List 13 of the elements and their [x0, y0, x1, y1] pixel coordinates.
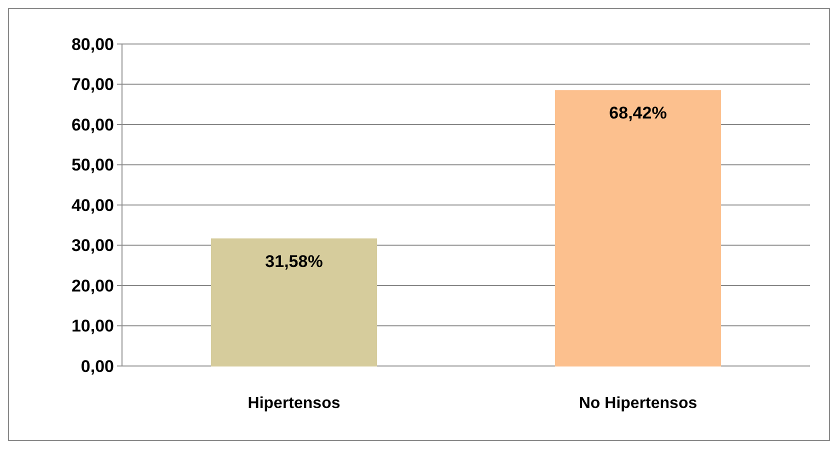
- y-tick-label: 20,00: [71, 276, 114, 296]
- y-tick-label: 70,00: [71, 75, 114, 94]
- y-tick-label: 10,00: [71, 316, 114, 336]
- y-tick-label: 0,00: [80, 356, 114, 376]
- x-tick-label: Hipertensos: [248, 395, 340, 412]
- y-tick-label: 60,00: [71, 115, 114, 134]
- data-label: 68,42%: [609, 104, 667, 123]
- data-label: 31,58%: [265, 252, 323, 271]
- y-tick-label: 30,00: [71, 236, 114, 256]
- y-tick-label: 50,00: [71, 156, 114, 175]
- y-tick-label: 80,00: [71, 34, 114, 54]
- x-tick-label: No Hipertensos: [578, 395, 698, 412]
- y-tick-label: 40,00: [71, 196, 114, 215]
